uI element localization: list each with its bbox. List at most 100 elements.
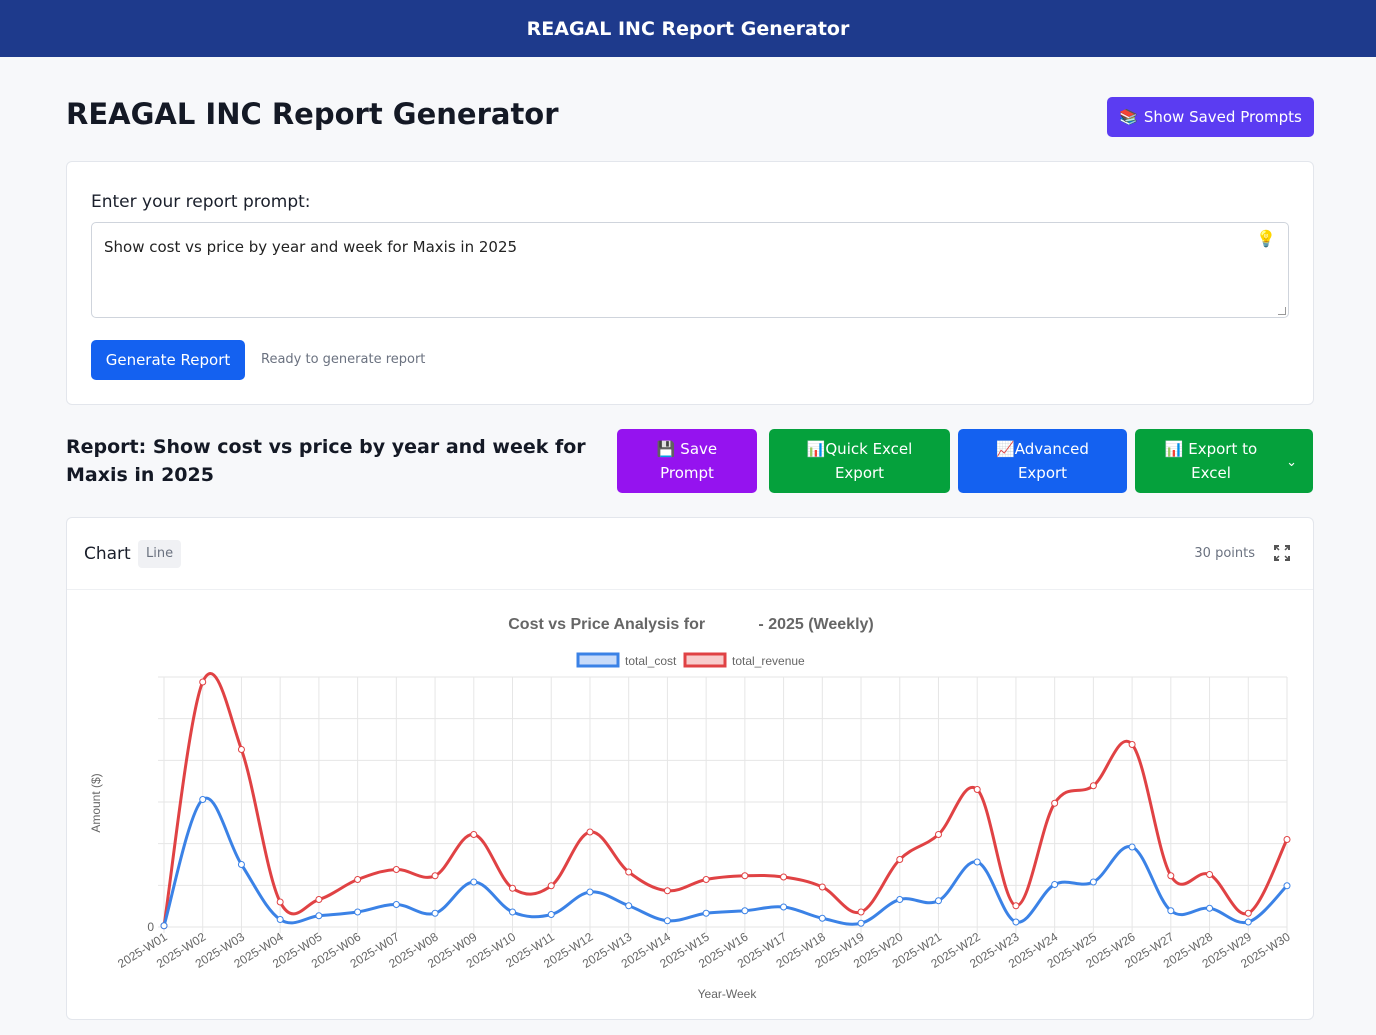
export-to-excel-label: 📊 Export to Excel [1164,440,1258,482]
data-point-total_revenue[interactable] [857,908,865,916]
advanced-export-button[interactable]: 📈Advanced Export [958,429,1127,493]
advanced-export-label: 📈Advanced Export [996,440,1089,482]
data-point-total_cost[interactable] [780,903,788,911]
data-point-total_revenue[interactable] [1283,836,1291,843]
report-title: Report: Show cost vs price by year and w… [66,436,586,486]
quick-excel-label: 📊Quick Excel Export [806,440,913,482]
data-point-total_cost[interactable] [1283,882,1291,890]
chart-type-badge: Line [138,540,182,568]
data-point-total_revenue[interactable] [431,872,439,880]
data-point-total_cost[interactable] [1012,918,1020,926]
data-point-total_revenue[interactable] [276,898,284,906]
expand-icon[interactable] [1273,544,1291,562]
y-axis-ticks: 0 [147,920,154,934]
data-point-total_revenue[interactable] [199,678,207,686]
series-line-total_cost [162,796,1289,927]
data-point-total_revenue[interactable] [934,831,942,838]
data-point-total_revenue[interactable] [354,876,362,883]
page-title: REAGAL INC Report Generator [66,97,559,131]
export-to-excel-button[interactable]: 📊 Export to Excel ⌄ [1135,429,1313,493]
data-point-total_revenue[interactable] [818,883,826,891]
data-point-total_cost[interactable] [1051,881,1059,888]
header-title: REAGAL INC Report Generator [526,17,850,40]
quick-excel-export-button[interactable]: 📊Quick Excel Export [769,429,950,493]
data-point-total_revenue[interactable] [237,746,245,753]
data-point-total_cost[interactable] [1167,907,1175,915]
data-point-total_cost[interactable] [160,922,168,930]
line-chart: Cost vs Price Analysis for - 2025 (Weekl… [89,616,1293,1001]
data-point-total_cost[interactable] [1089,878,1097,886]
x-axis-label: Year-Week [698,987,758,1001]
data-point-total_cost[interactable] [973,858,981,866]
app-header: REAGAL INC Report Generator [0,0,1376,57]
data-point-total_cost[interactable] [315,912,323,920]
data-point-total_cost[interactable] [896,896,904,903]
legend-label-total_cost[interactable]: total_cost [625,654,677,668]
data-point-total_revenue[interactable] [625,868,633,876]
chart-header: Chart Line 30 points [67,518,1313,590]
data-point-total_cost[interactable] [431,909,439,917]
data-point-total_revenue[interactable] [315,896,323,903]
legend-swatch-total_cost[interactable] [576,652,620,668]
show-saved-prompts-button[interactable]: 📚 Show Saved Prompts [1107,97,1314,137]
data-point-total_cost[interactable] [237,861,245,868]
chart-card: Chart Line 30 points Cost vs Price Analy… [66,517,1314,1020]
data-point-total_cost[interactable] [509,908,517,916]
data-point-total_revenue[interactable] [586,828,594,836]
prompt-label: Enter your report prompt: [91,192,311,212]
data-point-total_revenue[interactable] [663,887,671,895]
data-point-total_revenue[interactable] [702,876,710,883]
data-point-total_cost[interactable] [702,909,710,917]
data-point-total_revenue[interactable] [973,786,981,793]
data-point-total_cost[interactable] [934,897,942,905]
data-point-total_cost[interactable] [1128,843,1136,851]
show-saved-prompts-label: Show Saved Prompts [1143,108,1302,126]
data-point-total_revenue[interactable] [1206,871,1214,878]
data-point-total_revenue[interactable] [1244,909,1252,917]
data-point-total_cost[interactable] [741,907,749,915]
resize-handle[interactable] [1278,307,1286,315]
generate-report-button[interactable]: Generate Report [91,340,245,380]
lightbulb-icon[interactable]: 💡 [1256,229,1276,248]
data-point-total_revenue[interactable] [1167,872,1175,880]
data-point-total_revenue[interactable] [509,884,517,892]
points-count: 30 points [1194,546,1255,561]
data-point-total_cost[interactable] [586,888,594,896]
data-point-total_cost[interactable] [818,914,826,922]
series-line-total_revenue [162,672,1289,926]
legend-swatch-total_revenue[interactable] [683,652,727,668]
data-point-total_revenue[interactable] [1051,799,1059,807]
data-point-total_revenue[interactable] [1128,741,1136,748]
x-axis-ticks: 2025-W012025-W022025-W032025-W042025-W05… [115,930,1293,971]
data-point-total_cost[interactable] [857,919,865,927]
data-point-total_revenue[interactable] [896,856,904,863]
data-point-total_cost[interactable] [663,917,671,925]
legend-label-total_revenue[interactable]: total_revenue [732,654,805,668]
data-point-total_cost[interactable] [1244,918,1252,926]
save-prompt-label: 💾 Save Prompt [656,440,718,482]
data-point-total_revenue[interactable] [1012,902,1020,910]
status-text: Ready to generate report [261,352,426,367]
data-point-total_cost[interactable] [276,916,284,923]
data-point-total_revenue[interactable] [392,866,400,873]
data-point-total_revenue[interactable] [470,831,478,838]
prompt-text: Show cost vs price by year and week for … [104,238,518,256]
data-point-total_cost[interactable] [199,796,207,803]
prompt-textarea[interactable]: Show cost vs price by year and week for … [91,222,1289,318]
chevron-down-icon[interactable]: ⌄ [1286,455,1297,470]
data-point-total_revenue[interactable] [780,873,788,881]
save-prompt-button[interactable]: 💾 Save Prompt [617,429,757,493]
data-point-total_cost[interactable] [547,911,555,918]
data-point-total_cost[interactable] [625,902,633,910]
data-point-total_cost[interactable] [354,908,362,916]
data-point-total_revenue[interactable] [741,872,749,880]
data-point-total_cost[interactable] [470,878,478,886]
y-axis-label: Amount ($) [89,773,103,832]
data-point-total_cost[interactable] [392,901,400,908]
data-point-total_revenue[interactable] [547,882,555,890]
chart-title: Cost vs Price Analysis for - 2025 (Weekl… [508,616,873,633]
data-point-total_cost[interactable] [1206,904,1214,912]
data-point-total_revenue[interactable] [1089,782,1097,790]
chart-series [160,672,1291,930]
chart-legend: total_cost total_revenue [576,652,805,668]
